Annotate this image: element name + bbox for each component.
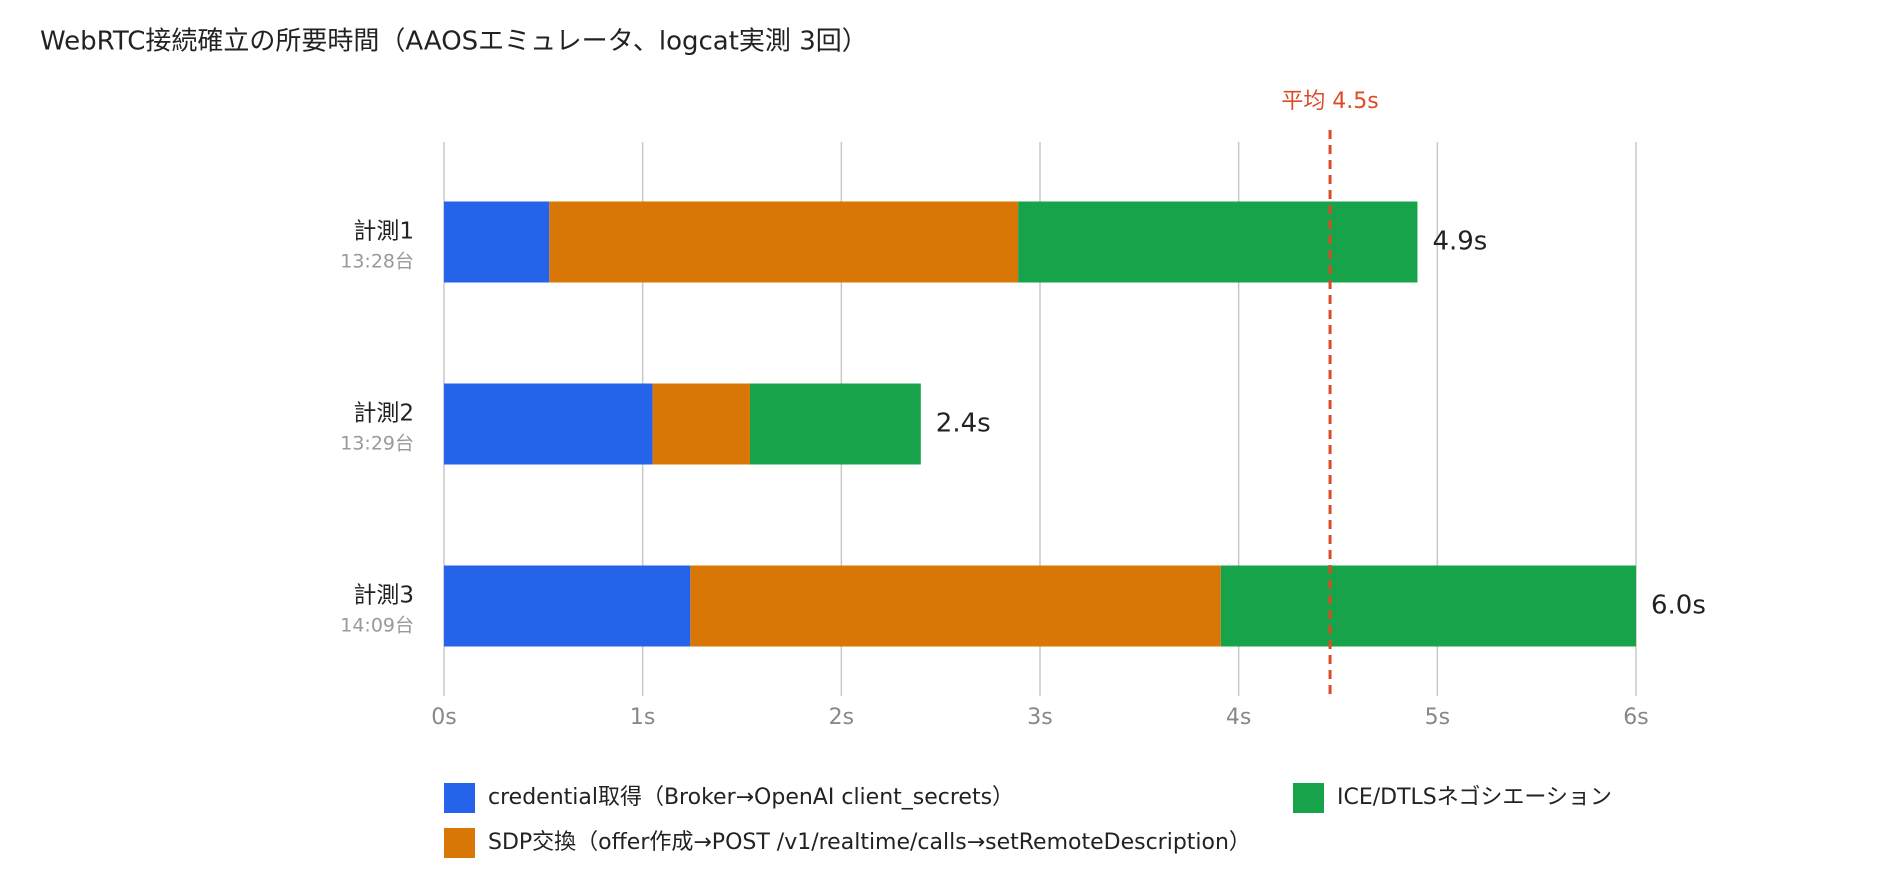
x-tick-label: 6s <box>1623 705 1648 730</box>
legend-label: credential取得（Broker→OpenAI client_secret… <box>488 785 1014 810</box>
chart-title: WebRTC接続確立の所要時間（AAOSエミュレータ、logcat実測 3回） <box>40 27 868 57</box>
bar-segment <box>690 565 1221 647</box>
legend-swatch <box>444 783 475 813</box>
category-sublabel: 13:29台 <box>340 433 414 455</box>
bar-segment <box>444 201 550 283</box>
x-tick-label: 3s <box>1027 705 1052 730</box>
legend-label: ICE/DTLSネゴシエーション <box>1337 785 1612 810</box>
category-sublabel: 13:28台 <box>340 251 414 273</box>
bar-segment <box>1220 565 1636 647</box>
legend-label: SDP交換（offer作成→POST /v1/realtime/calls→se… <box>488 830 1251 855</box>
category-label: 計測1 <box>353 219 414 245</box>
x-tick-label: 1s <box>630 705 655 730</box>
bar-segment <box>749 383 921 465</box>
x-tick-label: 4s <box>1226 705 1251 730</box>
x-tick-label: 5s <box>1425 705 1450 730</box>
total-label: 6.0s <box>1651 591 1706 621</box>
category-label: 計測2 <box>353 401 414 427</box>
total-label: 4.9s <box>1432 227 1487 257</box>
total-label: 2.4s <box>936 409 991 439</box>
category-sublabel: 14:09台 <box>340 615 414 637</box>
category-label: 計測3 <box>353 583 414 609</box>
bar-segment <box>1018 201 1418 283</box>
x-tick-label: 0s <box>431 705 456 730</box>
bar-segment <box>444 383 653 465</box>
legend-swatch <box>1293 783 1324 813</box>
bar-segment <box>549 201 1019 283</box>
bar-segment <box>444 565 691 647</box>
average-label: 平均 4.5s <box>1281 89 1378 114</box>
legend-swatch <box>444 828 475 858</box>
bar-segment <box>652 383 750 465</box>
x-tick-label: 2s <box>829 705 854 730</box>
